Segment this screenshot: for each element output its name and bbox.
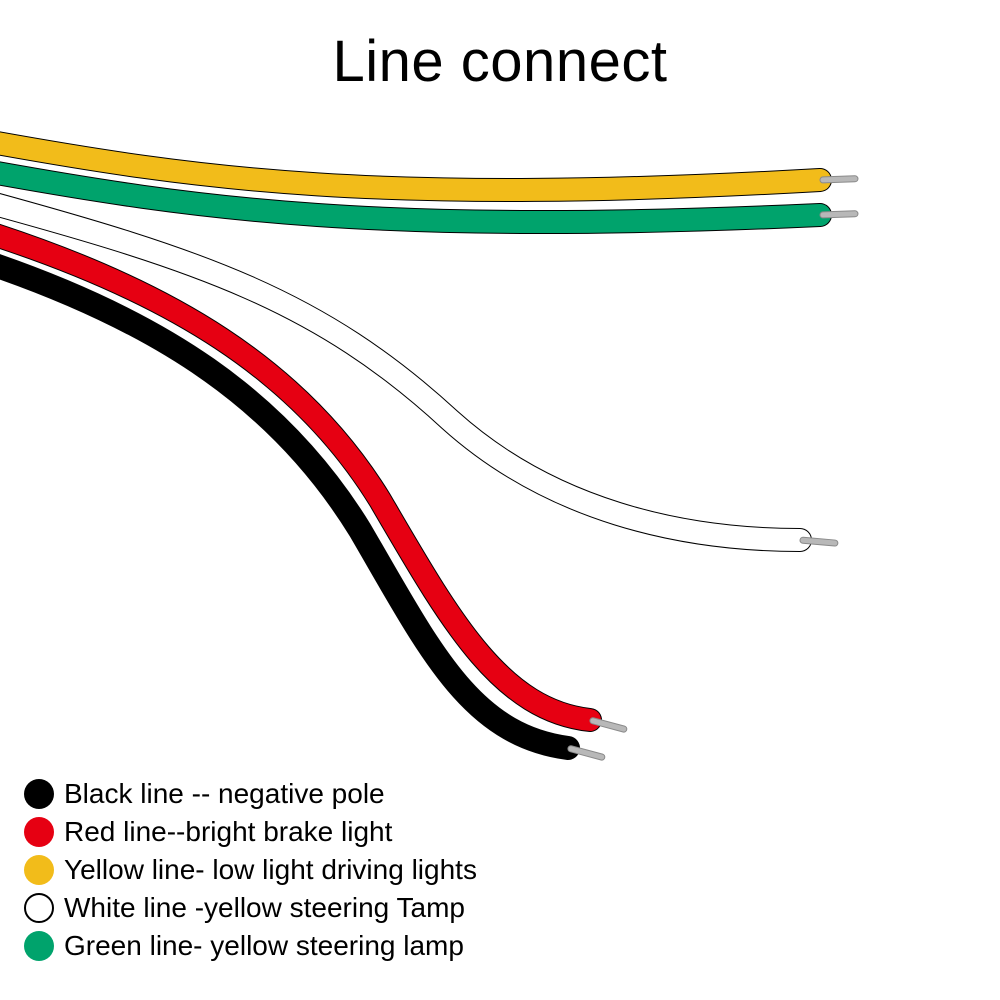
legend-label-black: Black line -- negative pole [64,778,385,810]
legend: Black line -- negative pole Red line--bri… [24,776,477,966]
legend-swatch-red [24,817,54,847]
legend-swatch-yellow [24,855,54,885]
green-wire-tip [820,211,858,218]
legend-row-red: Red line--bright brake light [24,814,477,850]
legend-label-green: Green line- yellow steering lamp [64,930,464,962]
legend-label-yellow: Yellow line- low light driving lights [64,854,477,886]
legend-swatch-white [24,893,54,923]
legend-label-white: White line -yellow steering Tamp [64,892,465,924]
legend-swatch-black [24,779,54,809]
legend-row-green: Green line- yellow steering lamp [24,928,477,964]
legend-label-red: Red line--bright brake light [64,816,392,848]
white-wire [0,200,800,540]
legend-row-black: Black line -- negative pole [24,776,477,812]
yellow-wire-tip [820,176,858,183]
legend-swatch-green [24,931,54,961]
legend-row-white: White line -yellow steering Tamp [24,890,477,926]
legend-row-yellow: Yellow line- low light driving lights [24,852,477,888]
